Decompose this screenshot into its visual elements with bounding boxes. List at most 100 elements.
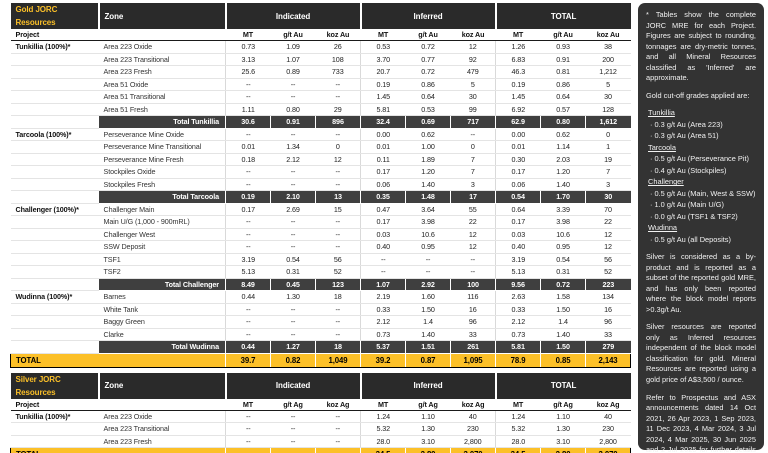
value-cell: --: [225, 435, 271, 448]
section-total-value: 261: [450, 340, 497, 354]
project-label: Tunkillia (100%)*: [10, 40, 99, 54]
value-cell: 0.01: [360, 140, 406, 154]
value-cell: --: [270, 228, 316, 241]
value-cell: --: [270, 128, 316, 141]
value-cell: --: [315, 78, 361, 91]
value-cell: --: [315, 303, 361, 316]
value-cell: 1.34: [270, 140, 316, 154]
value-cell: --: [270, 410, 316, 423]
table-row: Area 223 Transitional 3.13 1.07 108 3.70 0.77…: [10, 53, 631, 66]
unit-mt: MT: [225, 398, 271, 411]
value-cell: 46.3: [495, 65, 541, 79]
section-total-value: 8.49: [225, 278, 271, 291]
value-cell: 479: [450, 65, 496, 79]
table-row: Area 223 Fresh 25.6 0.89 733 20.7 0.72 479 46.3…: [10, 65, 631, 79]
grand-total-value: 34.5: [360, 447, 407, 453]
unit-gpt: g/t Ag: [405, 398, 451, 411]
value-cell: 3.98: [405, 215, 451, 229]
value-cell: --: [225, 165, 271, 179]
value-cell: 108: [315, 53, 361, 66]
section-total-value: 32.4: [360, 115, 407, 129]
zone-label: White Tank: [98, 303, 226, 316]
project-label: [10, 435, 99, 448]
value-cell: 12: [450, 228, 496, 241]
unit-koz: koz Au: [315, 29, 361, 41]
unit-koz: koz Ag: [450, 398, 496, 411]
gold-group-indicated: Indicated: [225, 3, 362, 29]
section-total-row: Total Wudinna 0.44 1.27 18 5.37 1.51 261 5.81 1.…: [10, 340, 631, 354]
value-cell: 0.72: [405, 65, 451, 79]
notes-paragraph-references: Refer to Prospectus and ASX announcement…: [646, 392, 756, 453]
silver-table-header-row: Silver JORC Resources Zone Indicated Inf…: [10, 372, 631, 399]
project-label: [10, 215, 99, 229]
value-cell: 1.4: [405, 315, 451, 329]
value-cell: 5: [585, 78, 631, 91]
cutoff-item: · 0.3 g/t Au (Area 51): [650, 131, 719, 141]
zone-label: Baggy Green: [98, 315, 226, 329]
value-cell: 0.44: [225, 290, 271, 304]
value-cell: 1.30: [270, 290, 316, 304]
gold-group-inferred: Inferred: [360, 3, 497, 29]
value-cell: 1.07: [270, 53, 316, 66]
value-cell: 30: [585, 90, 631, 104]
value-cell: 2.19: [360, 290, 406, 304]
value-cell: 1.20: [405, 165, 451, 179]
zone-label: Area 51 Oxide: [98, 78, 226, 91]
value-cell: 22: [450, 215, 496, 229]
value-cell: 12: [315, 153, 361, 166]
empty-cell: [98, 29, 226, 41]
value-cell: 0.00: [360, 128, 406, 141]
value-cell: 0: [450, 140, 496, 154]
value-cell: --: [225, 410, 271, 423]
value-cell: --: [315, 128, 361, 141]
value-cell: 0.47: [360, 203, 406, 216]
value-cell: 0.01: [495, 140, 541, 154]
section-total-value: 100: [450, 278, 497, 291]
section-total-row: Total Tunkillia 30.6 0.91 896 32.4 0.69 717 62.…: [10, 115, 631, 129]
section-total-value: 1.07: [360, 278, 407, 291]
value-cell: 0.73: [495, 328, 541, 341]
silver-zone-header: Zone: [98, 372, 227, 399]
value-cell: 1.4: [540, 315, 586, 329]
value-cell: 0.33: [495, 303, 541, 316]
value-cell: 0.80: [270, 103, 316, 116]
value-cell: 0.62: [405, 128, 451, 141]
value-cell: 0.95: [540, 240, 586, 254]
value-cell: 40: [450, 410, 496, 423]
project-label: [10, 328, 99, 341]
silver-resources-table: Silver JORC Resources Zone Indicated Inf…: [10, 372, 632, 453]
value-cell: 1.50: [405, 303, 451, 316]
value-cell: 1.60: [405, 290, 451, 304]
value-cell: 7: [450, 153, 496, 166]
value-cell: 7: [450, 165, 496, 179]
value-cell: 2.69: [270, 203, 316, 216]
value-cell: 33: [585, 328, 631, 341]
unit-koz: koz Ag: [315, 398, 361, 411]
section-total-value: 0.19: [225, 190, 271, 204]
value-cell: 5.13: [495, 265, 541, 279]
table-row: Stockpiles Oxide -- -- -- 0.17 1.20 7 0.17 1.20 7: [10, 165, 631, 179]
value-cell: 0.17: [360, 215, 406, 229]
project-label: [10, 90, 99, 104]
project-label: [10, 178, 99, 191]
value-cell: 0.91: [540, 53, 586, 66]
value-cell: 134: [585, 290, 631, 304]
grand-total-value: --: [315, 447, 362, 453]
project-label: Challenger (100%)*: [10, 203, 99, 216]
grand-total-value: 0.87: [405, 352, 452, 368]
zone-label: Clarke: [98, 328, 226, 341]
unit-gpt: g/t Au: [540, 29, 586, 41]
value-cell: 0.40: [360, 240, 406, 254]
cutoff-item: · 0.4 g/t Au (Stockpiles): [650, 165, 727, 175]
section-total-row: Total Tarcoola 0.19 2.10 13 0.35 1.48 17 0.54 1.…: [10, 190, 631, 204]
value-cell: 16: [585, 303, 631, 316]
value-cell: --: [315, 228, 361, 241]
value-cell: 0.54: [270, 253, 316, 266]
value-cell: 0.06: [495, 178, 541, 191]
value-cell: 0.40: [495, 240, 541, 254]
zone-label: Area 223 Transitional: [98, 422, 226, 436]
project-label: [10, 78, 99, 91]
cutoff-item: · 0.5 g/t Au (Perseverance Pit): [650, 154, 749, 164]
value-cell: --: [270, 240, 316, 254]
value-cell: --: [315, 435, 361, 448]
